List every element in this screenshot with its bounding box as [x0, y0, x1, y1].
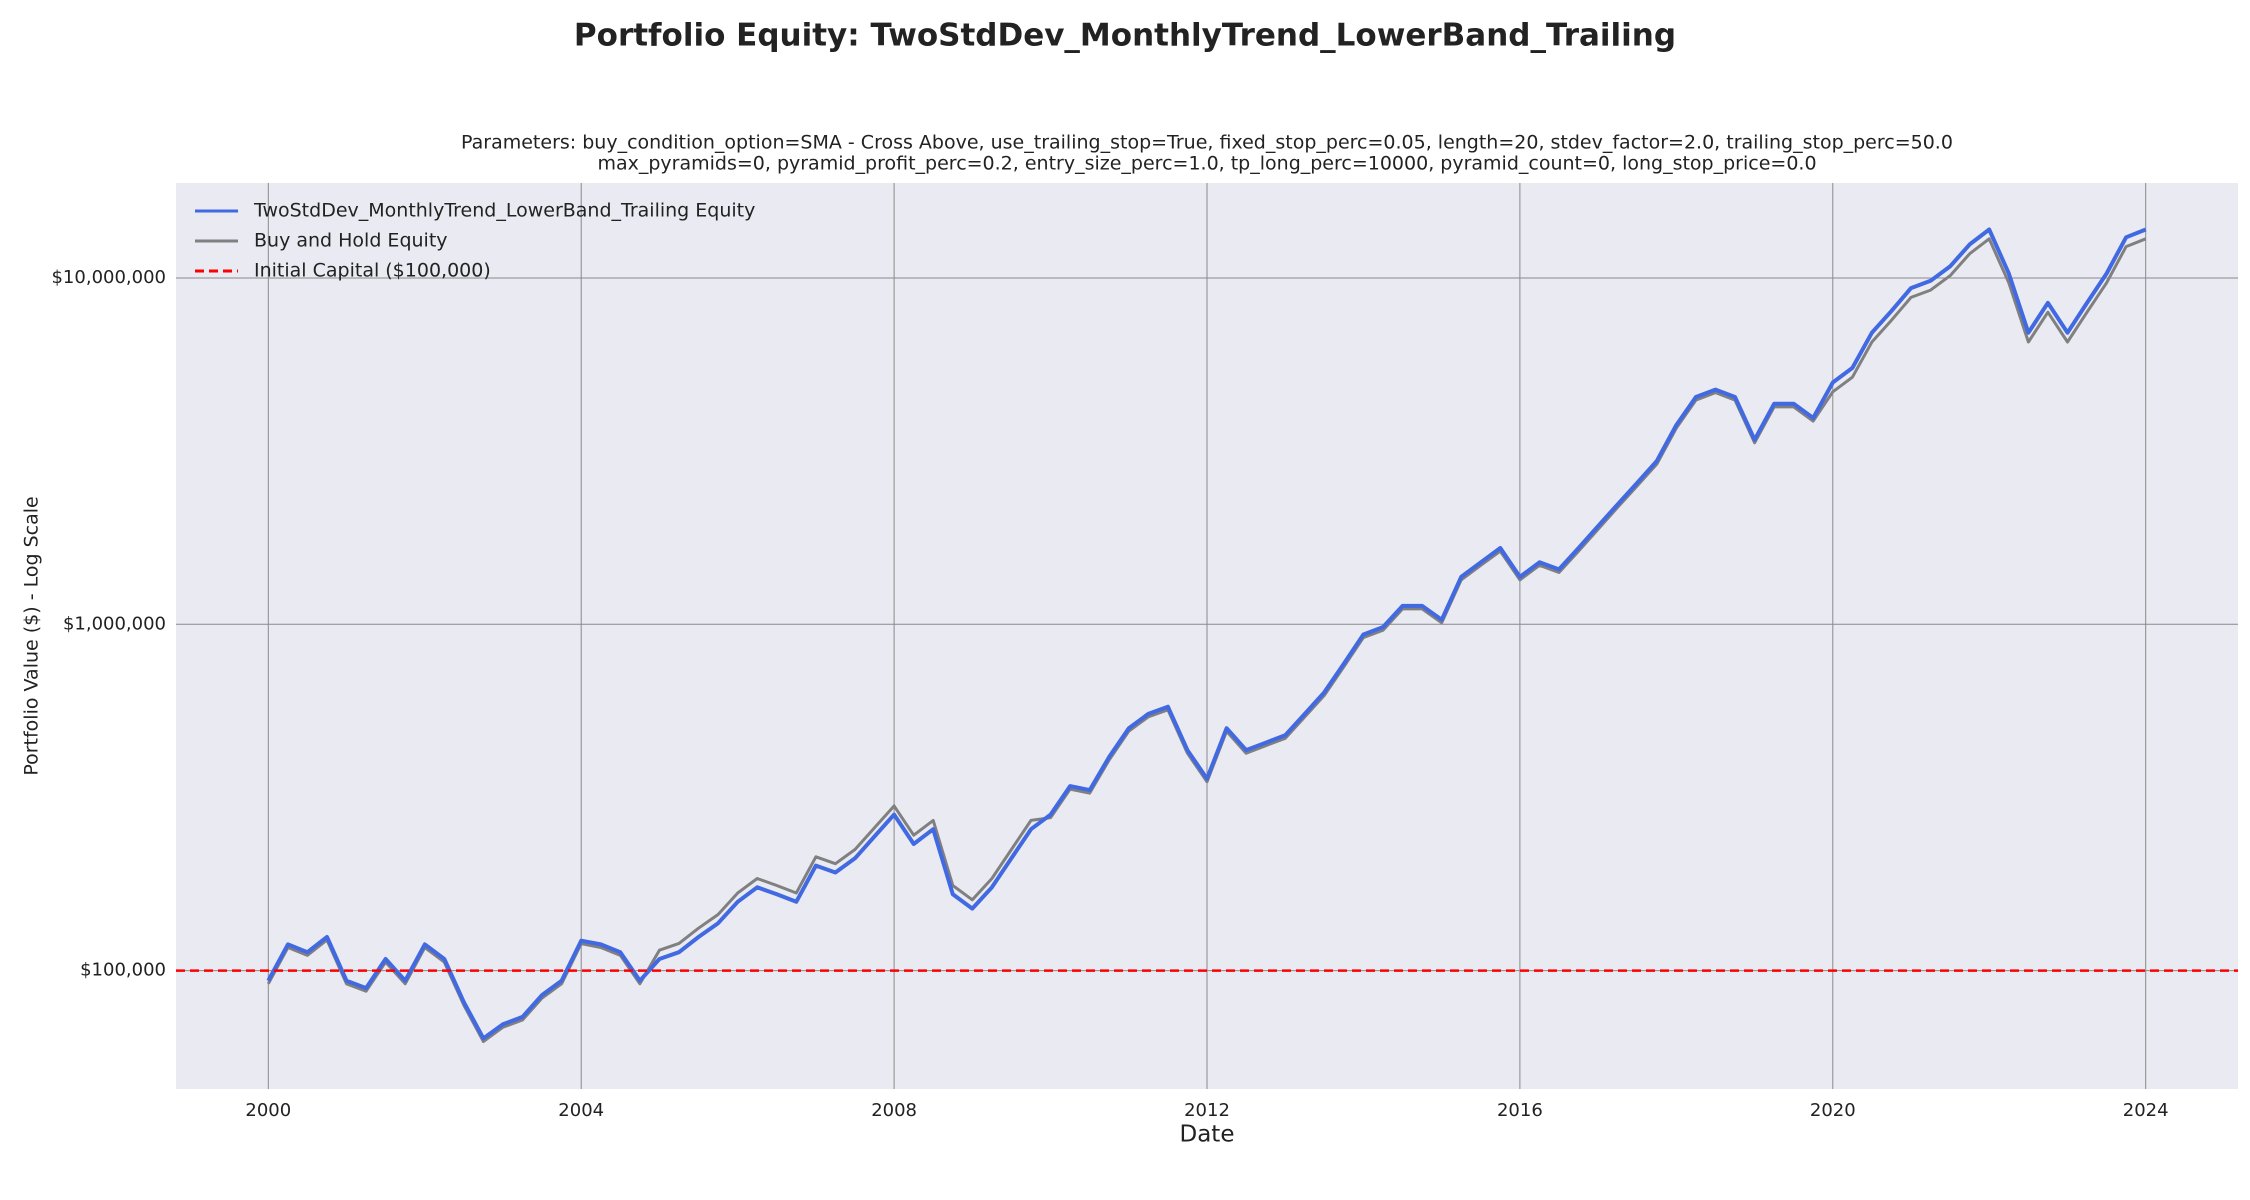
chart-subtitle: Parameters: buy_condition_option=SMA - C… — [461, 132, 1953, 154]
x-axis-label: Date — [1180, 1122, 1235, 1148]
legend-label: Initial Capital ($100,000) — [254, 260, 491, 282]
legend-label: TwoStdDev_MonthlyTrend_LowerBand_Trailin… — [253, 200, 755, 222]
x-tick-label: 2000 — [245, 1100, 291, 1121]
chart-subtitle: max_pyramids=0, pyramid_profit_perc=0.2,… — [597, 153, 1816, 175]
x-tick-label: 2008 — [871, 1100, 917, 1121]
y-tick-label: $10,000,000 — [51, 267, 166, 288]
series-line — [266, 227, 2147, 1041]
y-axis-label: Portfolio Value ($) - Log Scale — [21, 496, 43, 775]
y-tick-label: $1,000,000 — [63, 613, 166, 634]
x-tick-label: 2012 — [1184, 1100, 1230, 1121]
chart-title: Portfolio Equity: TwoStdDev_MonthlyTrend… — [574, 18, 1676, 54]
x-tick-label: 2016 — [1497, 1100, 1543, 1121]
x-tick-label: 2020 — [1810, 1100, 1856, 1121]
x-tick-label: 2024 — [2123, 1100, 2169, 1121]
y-tick-label: $100,000 — [80, 960, 166, 981]
x-tick-label: 2004 — [558, 1100, 604, 1121]
legend-label: Buy and Hold Equity — [254, 230, 448, 252]
